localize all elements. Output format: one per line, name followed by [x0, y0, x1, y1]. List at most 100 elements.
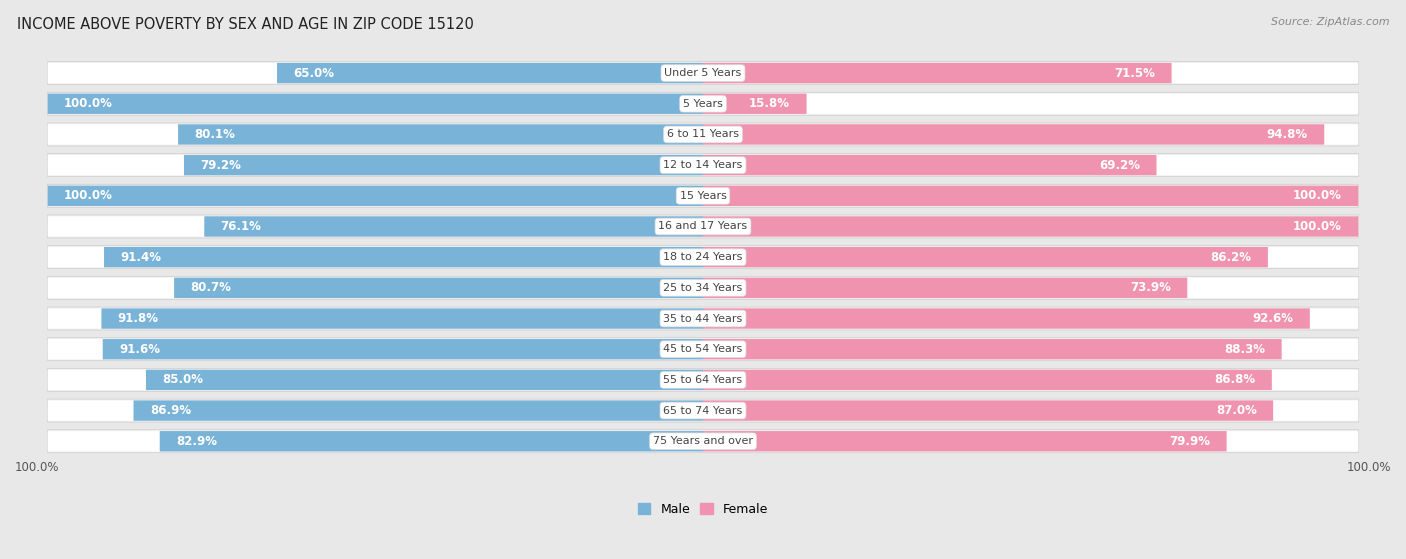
FancyBboxPatch shape: [184, 155, 703, 176]
FancyBboxPatch shape: [48, 186, 703, 206]
FancyBboxPatch shape: [134, 400, 703, 421]
Text: 86.2%: 86.2%: [1211, 250, 1251, 264]
Text: 91.4%: 91.4%: [121, 250, 162, 264]
Text: 73.9%: 73.9%: [1130, 281, 1171, 295]
Text: Under 5 Years: Under 5 Years: [665, 68, 741, 78]
Text: INCOME ABOVE POVERTY BY SEX AND AGE IN ZIP CODE 15120: INCOME ABOVE POVERTY BY SEX AND AGE IN Z…: [17, 17, 474, 32]
FancyBboxPatch shape: [703, 369, 1272, 390]
FancyBboxPatch shape: [48, 430, 1358, 453]
FancyBboxPatch shape: [48, 369, 703, 390]
Text: 5 Years: 5 Years: [683, 99, 723, 109]
Text: 76.1%: 76.1%: [221, 220, 262, 233]
FancyBboxPatch shape: [703, 431, 1358, 451]
Text: 6 to 11 Years: 6 to 11 Years: [666, 130, 740, 139]
FancyBboxPatch shape: [48, 92, 1358, 115]
Text: 88.3%: 88.3%: [1225, 343, 1265, 356]
FancyBboxPatch shape: [146, 369, 703, 390]
FancyBboxPatch shape: [703, 155, 1157, 176]
Text: 100.0%: 100.0%: [1294, 220, 1341, 233]
Text: 45 to 54 Years: 45 to 54 Years: [664, 344, 742, 354]
Text: 15.8%: 15.8%: [749, 97, 790, 110]
FancyBboxPatch shape: [48, 400, 703, 421]
Text: 69.2%: 69.2%: [1099, 159, 1140, 172]
Text: 100.0%: 100.0%: [65, 97, 112, 110]
FancyBboxPatch shape: [48, 247, 703, 267]
FancyBboxPatch shape: [48, 399, 1358, 422]
FancyBboxPatch shape: [703, 216, 1358, 236]
FancyBboxPatch shape: [48, 368, 1358, 391]
FancyBboxPatch shape: [703, 186, 1358, 206]
Text: 15 Years: 15 Years: [679, 191, 727, 201]
Text: 79.2%: 79.2%: [201, 159, 242, 172]
Text: Source: ZipAtlas.com: Source: ZipAtlas.com: [1271, 17, 1389, 27]
FancyBboxPatch shape: [703, 247, 1268, 267]
Text: 25 to 34 Years: 25 to 34 Years: [664, 283, 742, 293]
Text: 92.6%: 92.6%: [1253, 312, 1294, 325]
FancyBboxPatch shape: [48, 184, 1358, 207]
FancyBboxPatch shape: [48, 154, 1358, 177]
FancyBboxPatch shape: [48, 216, 703, 236]
FancyBboxPatch shape: [703, 309, 1358, 329]
FancyBboxPatch shape: [48, 309, 703, 329]
FancyBboxPatch shape: [703, 63, 1358, 83]
FancyBboxPatch shape: [703, 216, 1358, 236]
FancyBboxPatch shape: [703, 339, 1282, 359]
Text: 100.0%: 100.0%: [65, 190, 112, 202]
Text: 87.0%: 87.0%: [1216, 404, 1257, 417]
FancyBboxPatch shape: [48, 61, 1358, 84]
FancyBboxPatch shape: [703, 93, 807, 114]
FancyBboxPatch shape: [48, 339, 703, 359]
FancyBboxPatch shape: [174, 278, 703, 298]
Text: 94.8%: 94.8%: [1267, 128, 1308, 141]
Text: 85.0%: 85.0%: [163, 373, 204, 386]
FancyBboxPatch shape: [703, 278, 1187, 298]
Text: 55 to 64 Years: 55 to 64 Years: [664, 375, 742, 385]
FancyBboxPatch shape: [703, 400, 1358, 421]
FancyBboxPatch shape: [703, 186, 1358, 206]
Text: 91.6%: 91.6%: [120, 343, 160, 356]
FancyBboxPatch shape: [48, 215, 1358, 238]
Text: 79.9%: 79.9%: [1170, 435, 1211, 448]
FancyBboxPatch shape: [160, 431, 703, 452]
FancyBboxPatch shape: [48, 338, 1358, 361]
Text: 65 to 74 Years: 65 to 74 Years: [664, 406, 742, 415]
FancyBboxPatch shape: [703, 278, 1358, 298]
FancyBboxPatch shape: [48, 155, 703, 176]
FancyBboxPatch shape: [703, 124, 1358, 145]
Text: 65.0%: 65.0%: [294, 67, 335, 79]
FancyBboxPatch shape: [703, 400, 1274, 421]
FancyBboxPatch shape: [703, 247, 1358, 267]
Text: 12 to 14 Years: 12 to 14 Years: [664, 160, 742, 170]
Legend: Male, Female: Male, Female: [633, 498, 773, 521]
Text: 82.9%: 82.9%: [176, 435, 217, 448]
FancyBboxPatch shape: [48, 94, 703, 114]
FancyBboxPatch shape: [703, 339, 1358, 359]
FancyBboxPatch shape: [48, 63, 703, 83]
Text: 86.9%: 86.9%: [150, 404, 191, 417]
FancyBboxPatch shape: [48, 431, 703, 451]
Text: 100.0%: 100.0%: [1294, 190, 1341, 202]
FancyBboxPatch shape: [277, 63, 703, 83]
FancyBboxPatch shape: [703, 94, 1358, 114]
Text: 91.8%: 91.8%: [118, 312, 159, 325]
Text: 100.0%: 100.0%: [15, 461, 59, 474]
Text: 86.8%: 86.8%: [1215, 373, 1256, 386]
FancyBboxPatch shape: [703, 155, 1358, 176]
Text: 18 to 24 Years: 18 to 24 Years: [664, 252, 742, 262]
FancyBboxPatch shape: [48, 186, 703, 206]
Text: 100.0%: 100.0%: [1347, 461, 1391, 474]
FancyBboxPatch shape: [48, 123, 1358, 146]
FancyBboxPatch shape: [48, 93, 703, 114]
FancyBboxPatch shape: [703, 369, 1358, 390]
FancyBboxPatch shape: [48, 245, 1358, 269]
FancyBboxPatch shape: [703, 63, 1171, 83]
Text: 35 to 44 Years: 35 to 44 Years: [664, 314, 742, 324]
Text: 80.1%: 80.1%: [194, 128, 235, 141]
FancyBboxPatch shape: [104, 247, 703, 267]
FancyBboxPatch shape: [101, 309, 703, 329]
Text: 75 Years and over: 75 Years and over: [652, 436, 754, 446]
FancyBboxPatch shape: [48, 307, 1358, 330]
FancyBboxPatch shape: [204, 216, 703, 236]
Text: 16 and 17 Years: 16 and 17 Years: [658, 221, 748, 231]
FancyBboxPatch shape: [179, 124, 703, 145]
